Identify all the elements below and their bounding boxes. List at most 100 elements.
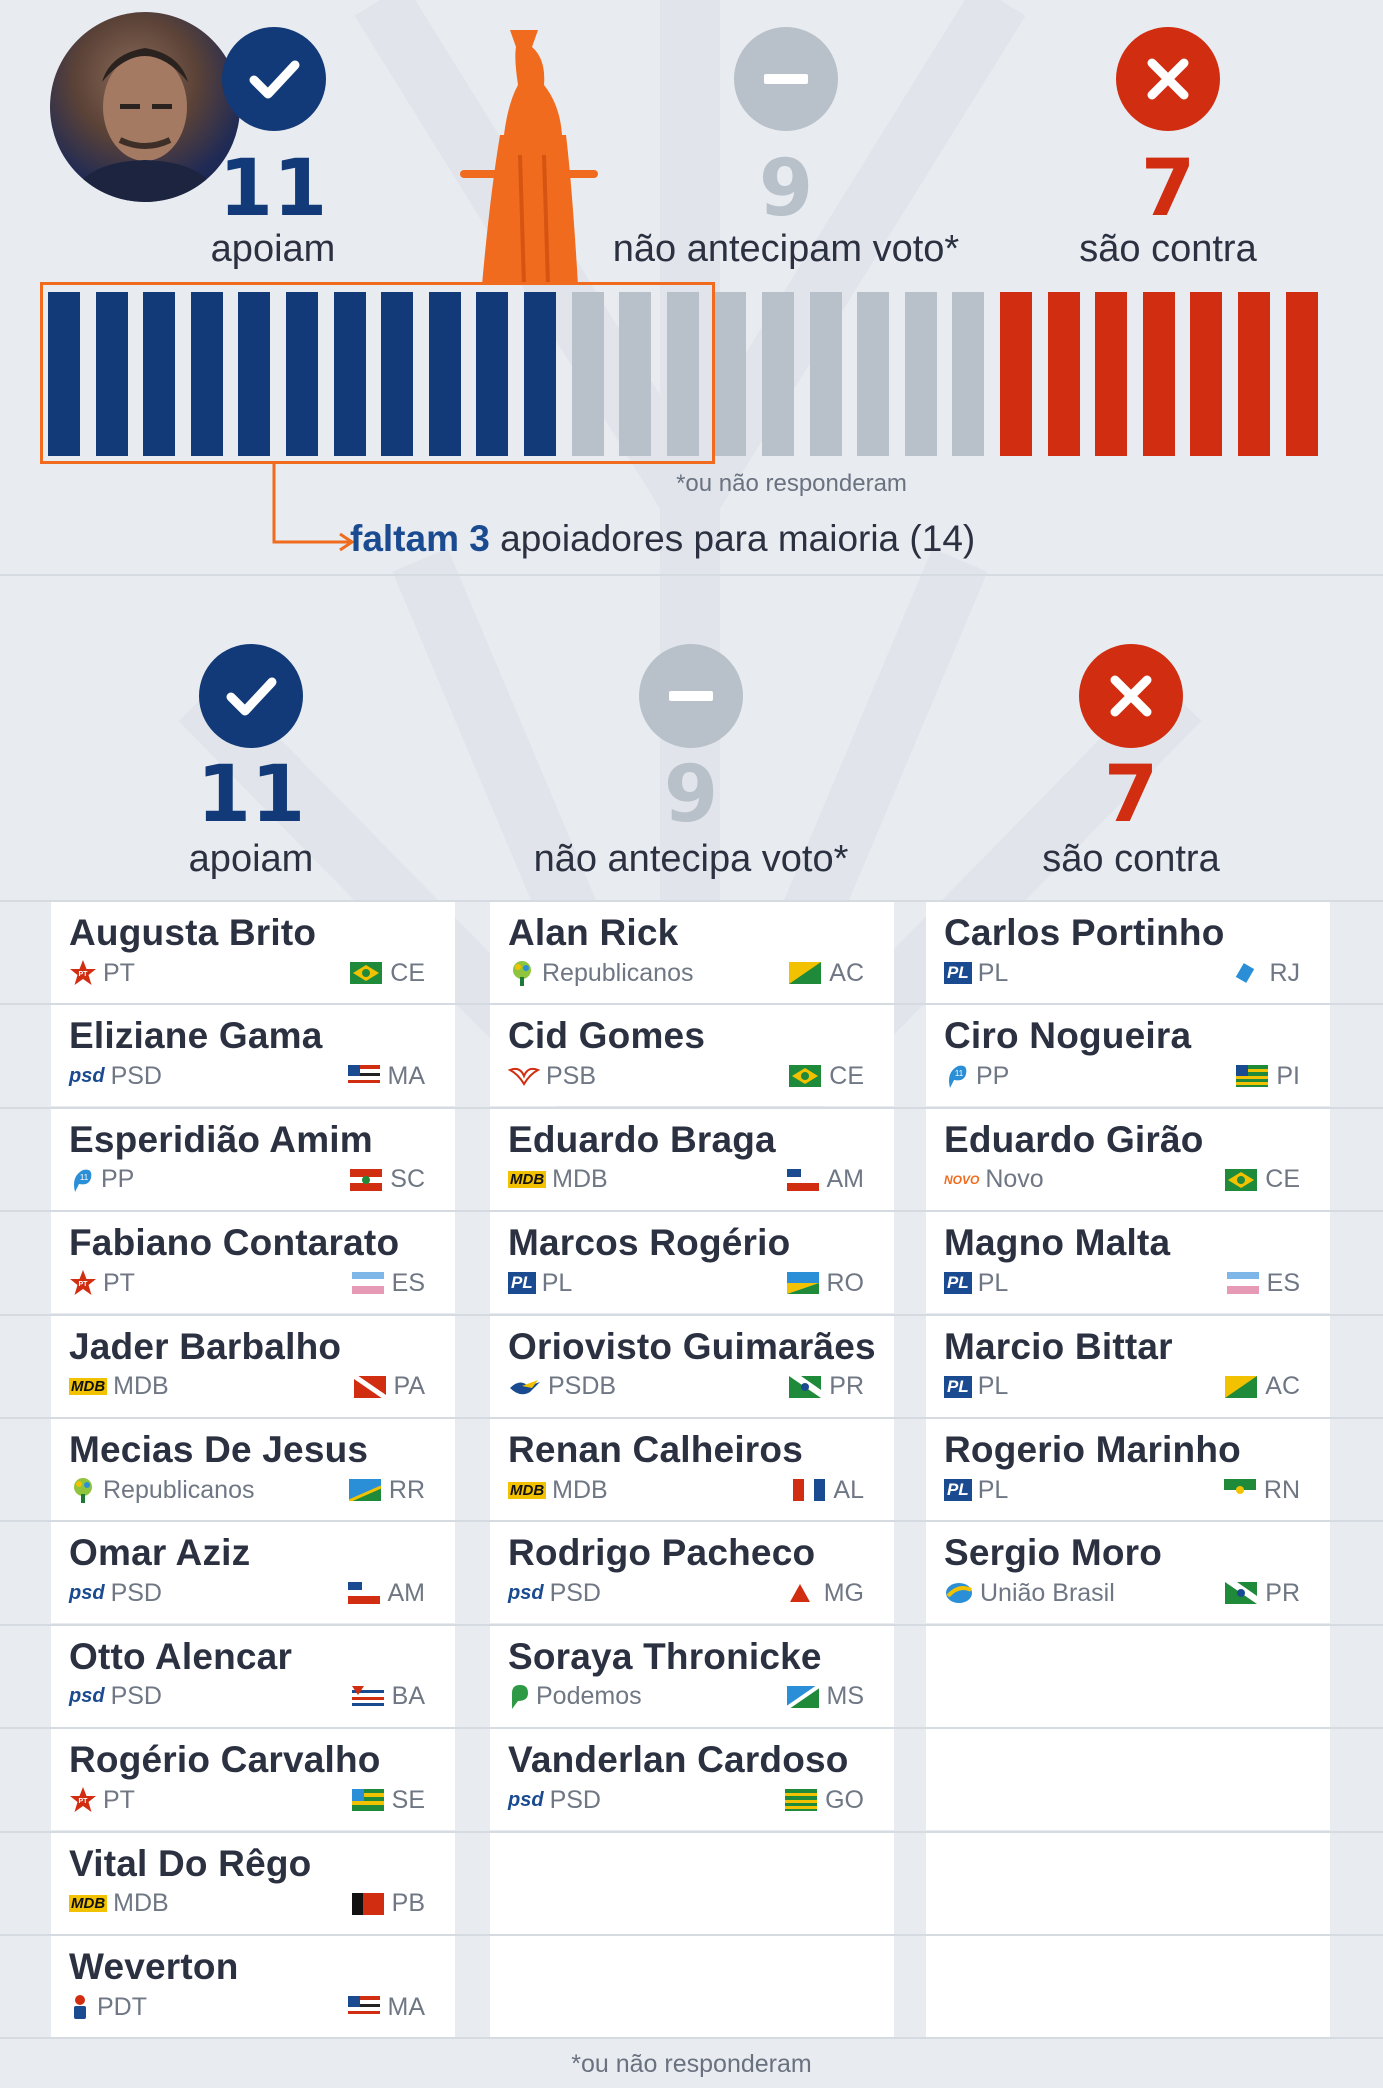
row-divider [0, 2037, 1383, 2040]
senator-party: psd PSD [69, 1061, 162, 1091]
senator-state: SE [351, 1785, 425, 1815]
party-logo-pp-icon: 11 [69, 1166, 95, 1194]
flag-pa-icon [352, 1373, 387, 1400]
senator-card-support: Rogério Carvalho PT PT SE [51, 1729, 455, 1831]
senator-name: Weverton [69, 1946, 239, 1987]
party-logo-psd-icon: psd [508, 1581, 544, 1604]
senator-card-undecided: Rodrigo Pacheco psd PSD MG [490, 1522, 894, 1624]
column-undecided-label: não antecipa voto* [533, 838, 849, 880]
arrow-connector [272, 464, 355, 552]
party-logo-pl-icon: PL [508, 1272, 536, 1295]
senator-name: Vital Do Rêgo [69, 1842, 312, 1884]
svg-text:11: 11 [955, 1069, 964, 1078]
empty-card [926, 1625, 1330, 1727]
party-logo-pl-icon: PL [944, 1272, 972, 1295]
flag-ms-icon [785, 1684, 820, 1710]
party-label: PT [103, 1268, 135, 1297]
senator-party: Republicanos [508, 958, 694, 988]
senator-party: 11 PP [69, 1165, 134, 1195]
party-logo-psd-icon: psd [69, 1581, 105, 1604]
senator-card-against: Ciro Nogueira 11 PP PI [926, 1005, 1330, 1107]
state-label: CE [390, 958, 425, 987]
senator-party: MDB MDB [69, 1372, 169, 1402]
senator-state: AC [1225, 1372, 1300, 1402]
senator-state: GO [785, 1785, 864, 1815]
party-label: PDT [97, 1992, 147, 2021]
senator-card-undecided: Renan Calheiros MDB MDB AL [490, 1419, 894, 1520]
bar-against [1000, 292, 1032, 456]
state-label: MS [826, 1682, 865, 1711]
party-logo-pl-icon: PL [944, 1479, 972, 1501]
flag-ac-icon [1225, 1375, 1258, 1398]
senator-card-undecided: Cid Gomes PSB CE [490, 1005, 894, 1107]
party-logo-pdt-icon [69, 1993, 91, 2021]
senator-card-support: Otto Alencar psd PSD BA [51, 1625, 455, 1727]
support-count: 11 [218, 144, 328, 234]
party-logo-mdb-icon: MDB [508, 1171, 547, 1189]
senator-card-against: Marcio Bittar PL PL AC [926, 1315, 1330, 1417]
senator-party: PDT [69, 1992, 147, 2022]
flag-ma-icon [347, 1996, 380, 2018]
bar-support [428, 292, 461, 456]
senator-party: psd PSD [508, 1578, 601, 1608]
party-logo-pt-icon: PT [69, 1269, 97, 1297]
bar-undecided [619, 292, 652, 456]
row-divider [0, 900, 1383, 902]
bar-support [524, 292, 556, 456]
against-x-icon [1116, 27, 1220, 131]
senator-state: PR [1225, 1578, 1300, 1608]
state-label: MA [387, 1992, 426, 2021]
senator-state: AC [789, 958, 864, 988]
summary-section: 11 apoiam 9 não antecipam voto* 7 são co… [0, 0, 1383, 574]
senator-state: PR [789, 1372, 864, 1402]
column-support-label: apoiam [188, 838, 314, 880]
party-label: Republicanos [103, 1475, 255, 1504]
state-label: PI [1276, 1061, 1300, 1090]
party-label: PL [977, 1268, 1009, 1297]
bar-support [95, 292, 128, 456]
flag-es-icon [1226, 1272, 1259, 1295]
party-label: PT [103, 958, 135, 987]
senator-card-support: Mecias De Jesus Republicanos RR [51, 1419, 455, 1520]
majority-message: faltam 3 apoiadores para maioria (14) [350, 518, 975, 560]
svg-text:PT: PT [79, 971, 89, 978]
party-logo-psdb-icon [508, 1376, 542, 1398]
flag-ma-icon [347, 1065, 380, 1088]
vote-bars [48, 292, 1333, 456]
senator-party: PL PL [508, 1268, 572, 1298]
row-divider [0, 1520, 1383, 1523]
senator-name: Renan Calheiros [508, 1429, 803, 1470]
senator-name: Mecias De Jesus [69, 1429, 369, 1470]
bar-support [286, 292, 318, 456]
senator-card-undecided: Soraya Thronicke Podemos MS [490, 1625, 894, 1727]
party-logo-mdb-icon: MDB [508, 1481, 547, 1499]
senator-state: RR [348, 1475, 425, 1505]
state-label: AC [1265, 1372, 1300, 1401]
senator-party: União Brasil [944, 1578, 1115, 1608]
senator-card-support: Jader Barbalho MDB MDB PA [51, 1315, 455, 1417]
party-label: Podemos [536, 1682, 642, 1711]
flag-ba-icon [351, 1685, 384, 1708]
senator-card-support: Esperidião Amim 11 PP SC [51, 1108, 455, 1210]
senator-state: RO [786, 1268, 864, 1298]
bar-undecided [762, 292, 794, 456]
senator-card-against: Carlos Portinho PL PL RJ [926, 902, 1330, 1003]
senator-state: PI [1236, 1061, 1300, 1091]
party-logo-republicanos-icon [508, 959, 536, 987]
senator-party: psd PSD [69, 1578, 162, 1608]
party-label: União Brasil [980, 1578, 1115, 1607]
flag-ce-icon [1225, 1168, 1258, 1191]
senator-party: PT PT [69, 958, 135, 988]
svg-text:PT: PT [79, 1281, 89, 1288]
x-icon [1079, 644, 1183, 748]
senator-party: MDB MDB [508, 1165, 608, 1195]
flag-rr-icon [348, 1479, 382, 1503]
row-divider [0, 1210, 1383, 1213]
flag-ac-icon [789, 962, 822, 984]
state-label: AL [833, 1475, 864, 1504]
bar-support [190, 292, 223, 456]
senator-state: MG [784, 1578, 864, 1608]
senator-party: Podemos [508, 1682, 642, 1712]
senator-name: Carlos Portinho [944, 912, 1225, 953]
senator-name: Rogério Carvalho [69, 1739, 381, 1781]
